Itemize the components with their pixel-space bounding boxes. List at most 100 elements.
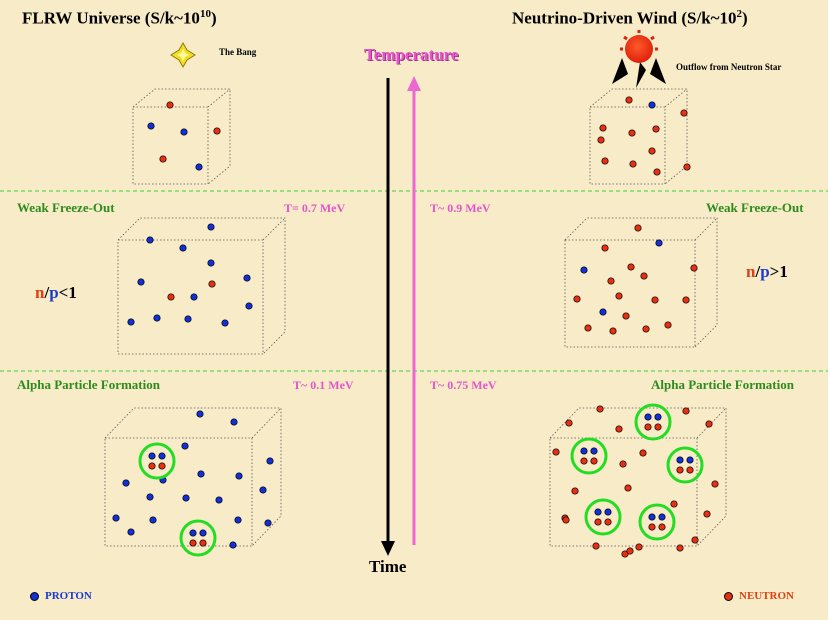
neutron-particle xyxy=(653,168,661,176)
proton-particle xyxy=(230,418,238,426)
proton-particle xyxy=(180,128,188,136)
neutron-particle xyxy=(562,516,570,524)
neutron-particle xyxy=(683,163,691,171)
right-weak-temperature: T~ 0.9 MeV xyxy=(430,201,491,215)
neutron-legend-label: NEUTRON xyxy=(739,590,795,602)
neutron-particle xyxy=(682,407,690,415)
neutron-particle xyxy=(565,419,573,427)
proton-legend: PROTON xyxy=(30,590,92,602)
neutron-particle xyxy=(571,487,579,495)
neutron-particle xyxy=(167,293,175,301)
proton-particle xyxy=(648,513,656,521)
proton-particle xyxy=(137,278,145,286)
cube-left-top xyxy=(132,88,231,185)
ratio-p: p xyxy=(49,283,59,302)
alpha-particle xyxy=(634,403,672,441)
proton-particle xyxy=(648,101,656,109)
proton-particle xyxy=(147,122,155,130)
left-title-close: ) xyxy=(210,8,217,28)
ratio-comparison: <1 xyxy=(58,283,77,302)
proton-particle xyxy=(158,452,166,460)
proton-particle xyxy=(182,494,190,502)
neutron-particle xyxy=(658,523,666,531)
right-title-close: ) xyxy=(742,8,748,28)
neutron-particle xyxy=(625,96,633,104)
neutron-particle xyxy=(676,466,684,474)
proton-particle xyxy=(181,442,189,450)
neutron-particle xyxy=(580,457,588,465)
right-title: Neutrino-Driven Wind (S/k~102) xyxy=(512,8,748,29)
bang-label: The Bang xyxy=(219,47,257,57)
neutron-particle xyxy=(607,277,615,285)
proton-particle xyxy=(196,410,204,418)
neutron-particle xyxy=(601,157,609,165)
left-weak-freeze-out-label: Weak Freeze-Out xyxy=(17,200,115,215)
proton-particle xyxy=(590,447,598,455)
neutron-particle xyxy=(594,518,602,526)
ratio-slash: / xyxy=(44,283,50,302)
neutron-particle xyxy=(627,263,635,271)
proton-particle xyxy=(676,456,684,464)
alpha-particle xyxy=(584,498,622,536)
neutron-particle xyxy=(711,480,719,488)
right-alpha-temperature: T~ 0.75 MeV xyxy=(430,378,497,392)
neutron-particle xyxy=(629,160,637,168)
proton-particle xyxy=(655,239,663,247)
proton-particle xyxy=(207,223,215,231)
neutron-particle xyxy=(676,544,684,552)
left-np-ratio: n/p<1 xyxy=(35,283,77,303)
neutron-particle xyxy=(166,101,174,109)
neutron-particle xyxy=(690,264,698,272)
neutron-particle xyxy=(651,296,659,304)
cube-right-top xyxy=(589,88,688,185)
cube-left-middle xyxy=(117,217,286,355)
neutron-particle xyxy=(644,423,652,431)
left-title: FLRW Universe (S/k~1010) xyxy=(22,8,217,29)
right-alpha-formation-label: Alpha Particle Formation xyxy=(651,377,794,392)
proton-particle xyxy=(221,319,229,327)
proton-particle xyxy=(229,541,237,549)
neutron-particle xyxy=(599,124,607,132)
proton-particle xyxy=(127,318,135,326)
proton-particle xyxy=(149,516,157,524)
neutron-particle xyxy=(159,155,167,163)
alpha-particle xyxy=(138,442,176,480)
outflow-label: Outflow from Neutron Star xyxy=(676,62,782,72)
bang-icon xyxy=(170,41,196,69)
neutron-particle xyxy=(148,462,156,470)
neutron-particle xyxy=(596,405,604,413)
neutron-particle xyxy=(682,296,690,304)
left-alpha-formation-label: Alpha Particle Formation xyxy=(17,377,160,392)
right-weak-freeze-out-label: Weak Freeze-Out xyxy=(706,200,804,215)
neutron-particle xyxy=(686,466,694,474)
neutron-particle xyxy=(213,127,221,135)
ratio-n: n xyxy=(746,262,756,281)
neutron-particle xyxy=(573,295,581,303)
proton-particle xyxy=(644,413,652,421)
neutron-particle xyxy=(584,324,592,332)
alpha-particle xyxy=(179,519,217,557)
neutron-particle xyxy=(628,129,636,137)
proton-particle xyxy=(179,244,187,252)
proton-particle xyxy=(195,163,203,171)
proton-particle xyxy=(148,452,156,460)
proton-particle xyxy=(207,259,215,267)
left-title-exponent: 10 xyxy=(199,8,211,20)
left-alpha-temperature: T~ 0.1 MeV xyxy=(293,378,354,392)
proton-particle xyxy=(686,456,694,464)
proton-particle xyxy=(259,486,267,494)
neutron-particle xyxy=(626,547,634,555)
right-title-exponent: 2 xyxy=(736,8,743,20)
proton-particle xyxy=(243,274,251,282)
cube-right-bottom xyxy=(549,407,727,547)
temperature-arrow xyxy=(407,76,421,545)
proton-particle xyxy=(184,315,192,323)
neutron-particle xyxy=(619,460,627,468)
left-title-text: FLRW Universe (S/k~10 xyxy=(22,8,200,28)
neutron-particle xyxy=(664,321,672,329)
neutron-particle xyxy=(703,510,711,518)
proton-particle xyxy=(153,314,161,322)
neutron-particle xyxy=(208,280,216,288)
right-title-text: Neutrino-Driven Wind (S/k~10 xyxy=(512,8,737,28)
